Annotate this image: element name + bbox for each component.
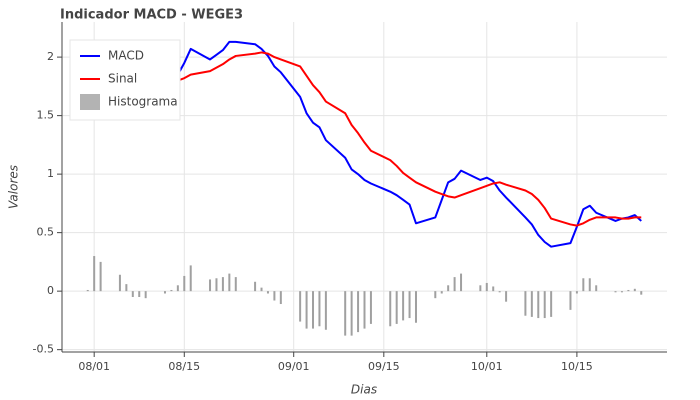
y-tick-label: 2 — [47, 50, 54, 63]
histogram-bar — [344, 291, 347, 336]
histogram-bar — [357, 291, 360, 333]
y-tick-label: 0 — [47, 284, 54, 297]
histogram-bar — [273, 291, 276, 301]
x-tick-label: 09/15 — [368, 360, 400, 373]
histogram-bar — [125, 284, 128, 292]
legend-label: Histograma — [108, 95, 178, 109]
histogram-bar — [460, 273, 463, 292]
x-tick-label: 10/15 — [561, 360, 593, 373]
chart-title: Indicador MACD - WEGE3 — [60, 8, 243, 23]
histogram-bar — [318, 291, 321, 327]
histogram-bar — [640, 291, 643, 295]
histogram-bar — [93, 256, 96, 292]
histogram-bar — [492, 286, 495, 292]
histogram-bar — [479, 285, 482, 292]
y-axis-label: Valores — [7, 165, 21, 209]
legend-label: MACD — [108, 49, 144, 63]
histogram-bar — [183, 275, 186, 292]
histogram-bar — [234, 277, 237, 292]
histogram-bar — [485, 282, 488, 292]
histogram-bar — [266, 291, 269, 294]
histogram-bar — [614, 291, 617, 293]
histogram-bar — [569, 291, 572, 310]
histogram-bar — [86, 289, 89, 292]
histogram-bar — [505, 291, 508, 302]
histogram-bar — [279, 291, 282, 305]
x-tick-label: 08/01 — [78, 360, 110, 373]
histogram-bar — [498, 291, 501, 293]
histogram-bar — [209, 279, 212, 292]
histogram-bar — [144, 291, 147, 299]
histogram-bar — [228, 273, 231, 292]
histogram-bar — [588, 278, 591, 292]
histogram-bar — [434, 291, 437, 299]
histogram-bar — [595, 285, 598, 292]
histogram-bar — [324, 291, 327, 330]
histogram-bar — [627, 289, 630, 292]
x-tick-label: 09/01 — [278, 360, 310, 373]
histogram-bar — [633, 288, 636, 292]
y-tick-label: 0.5 — [37, 226, 55, 239]
histogram-bar — [138, 291, 141, 297]
histogram-bar — [530, 291, 533, 317]
histogram-bar — [305, 291, 308, 329]
histogram-bar — [312, 291, 315, 329]
histogram-bar — [440, 291, 443, 294]
histogram-bar — [543, 291, 546, 319]
histogram-bar — [99, 261, 102, 292]
histogram-bar — [363, 291, 366, 329]
y-tick-label: 1.5 — [37, 109, 55, 122]
histogram-bar — [402, 291, 405, 321]
histogram-bar — [395, 291, 398, 324]
y-tick-label: 1 — [47, 167, 54, 180]
histogram-bar — [453, 277, 456, 292]
histogram-bar — [369, 291, 372, 324]
histogram-bar — [299, 291, 302, 322]
histogram-bar — [176, 285, 179, 292]
histogram-bar — [447, 285, 450, 292]
histogram-bar — [389, 291, 392, 327]
x-tick-label: 08/15 — [168, 360, 200, 373]
histogram-bar — [414, 291, 417, 323]
x-tick-label: 10/01 — [471, 360, 503, 373]
legend-label: Sinal — [108, 72, 137, 86]
histogram-bar — [118, 274, 121, 292]
histogram-bar — [550, 291, 553, 317]
histogram-bar — [537, 291, 540, 319]
histogram-bar — [163, 291, 166, 294]
histogram-bar — [131, 291, 134, 297]
histogram-bar — [221, 277, 224, 292]
histogram-bar — [524, 291, 527, 316]
x-axis-label: Dias — [351, 383, 377, 397]
histogram-bar — [170, 289, 173, 292]
histogram-bar — [620, 291, 623, 293]
histogram-bar — [260, 287, 263, 292]
histogram-bar — [215, 278, 218, 292]
histogram-bar — [575, 291, 578, 294]
histogram-bar — [408, 291, 411, 319]
histogram-bar — [254, 281, 257, 292]
histogram-bar — [582, 278, 585, 292]
histogram-bar — [189, 265, 192, 292]
legend-swatch — [80, 94, 100, 110]
histogram-bar — [350, 291, 353, 336]
y-tick-label: -0.5 — [33, 343, 54, 356]
